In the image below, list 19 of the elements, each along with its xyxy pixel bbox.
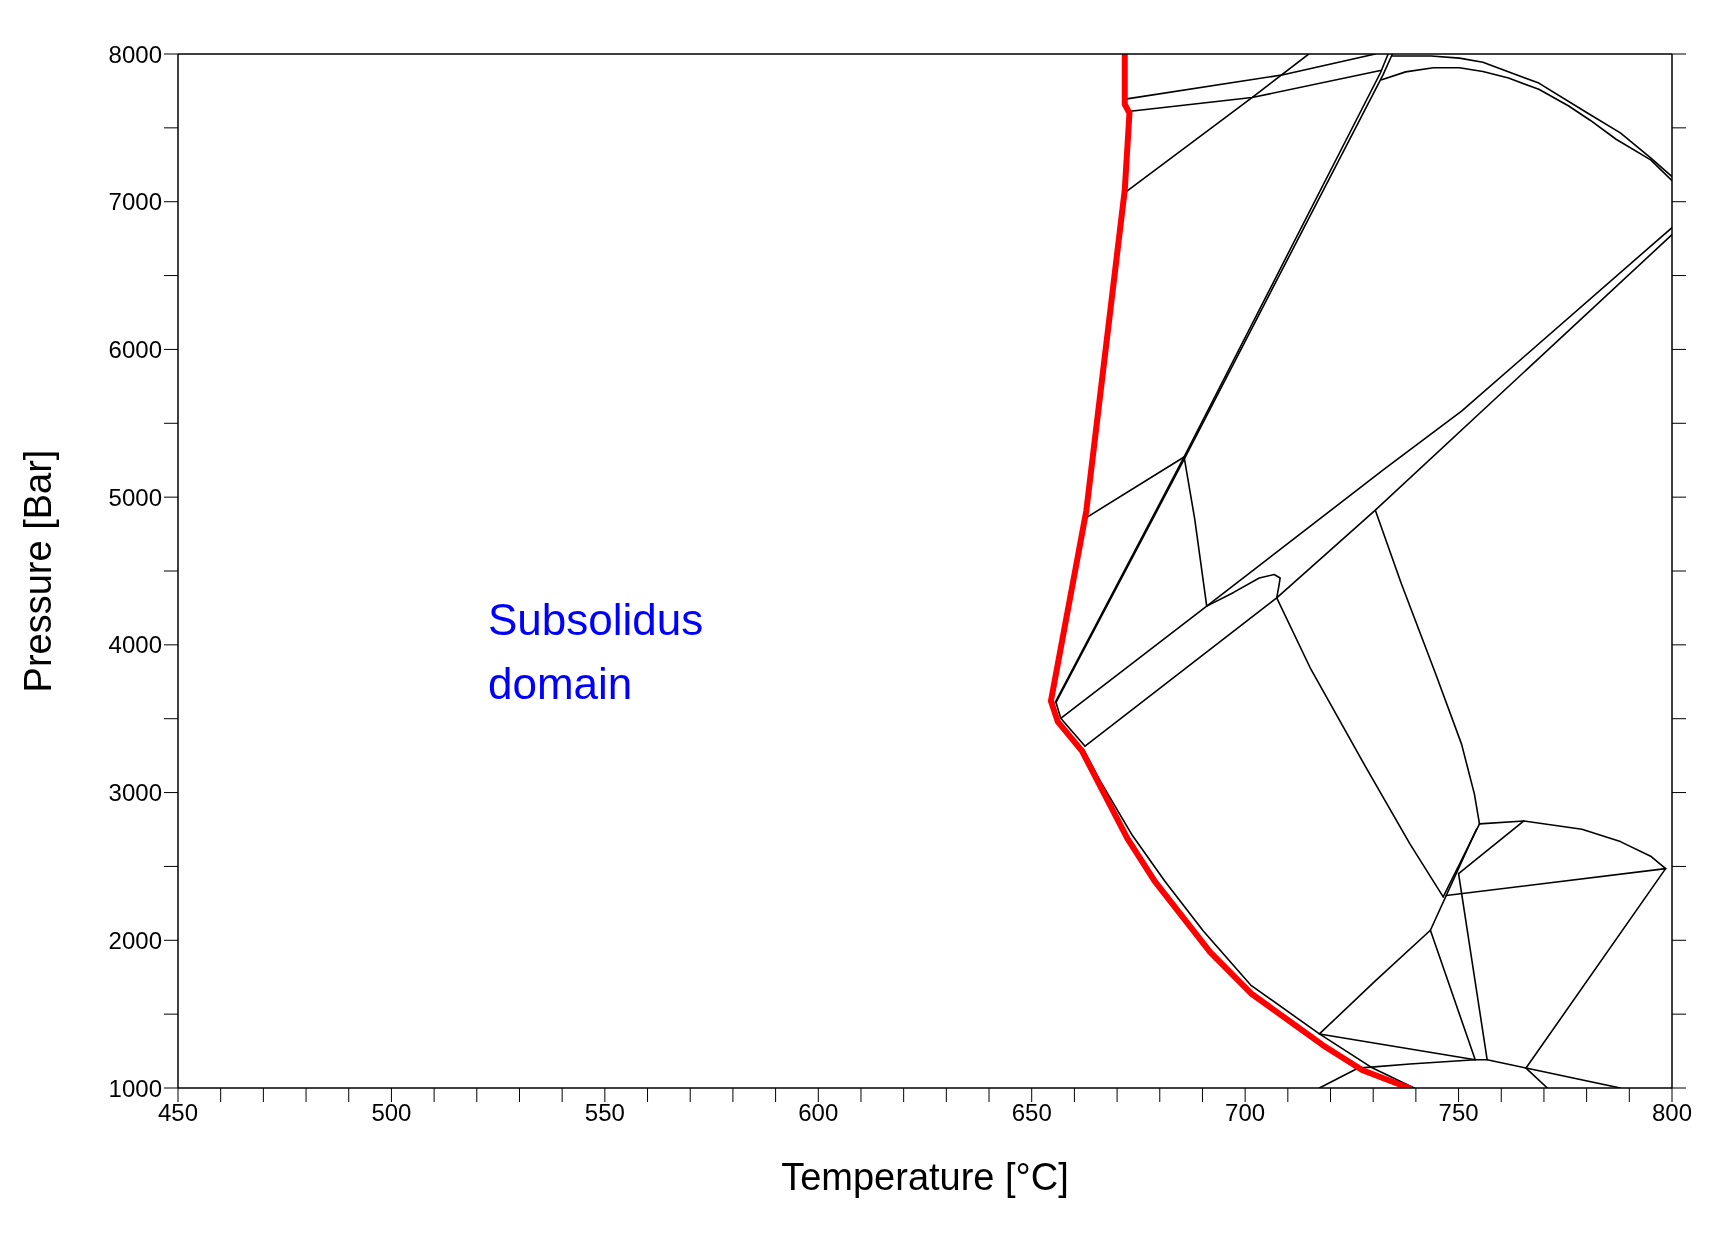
y-axis-title: Pressure [Bar]: [17, 449, 60, 693]
x-tick-label: 650: [1011, 1099, 1052, 1127]
x-tick-label: 550: [584, 1099, 625, 1127]
x-tick-label: 750: [1438, 1099, 1479, 1127]
y-tick-label: 6000: [108, 335, 162, 363]
x-axis-title: Temperature [°C]: [781, 1156, 1069, 1198]
y-tick-label: 5000: [108, 483, 162, 511]
x-tick-label: 450: [157, 1099, 199, 1127]
y-tick-label: 2000: [108, 926, 162, 954]
annotation: Subsolidus domain: [488, 594, 705, 710]
y-tick-label: 3000: [108, 779, 162, 807]
x-tick-label: 800: [1651, 1099, 1693, 1127]
y-tick-label: 7000: [108, 188, 162, 216]
y-tick-label: 1000: [108, 1074, 162, 1102]
x-tick-label: 500: [371, 1099, 412, 1127]
x-tick-label: 600: [798, 1099, 839, 1127]
y-tick-label: 4000: [108, 631, 162, 659]
y-tick-label: 8000: [108, 40, 162, 68]
x-tick-label: 700: [1225, 1099, 1266, 1127]
